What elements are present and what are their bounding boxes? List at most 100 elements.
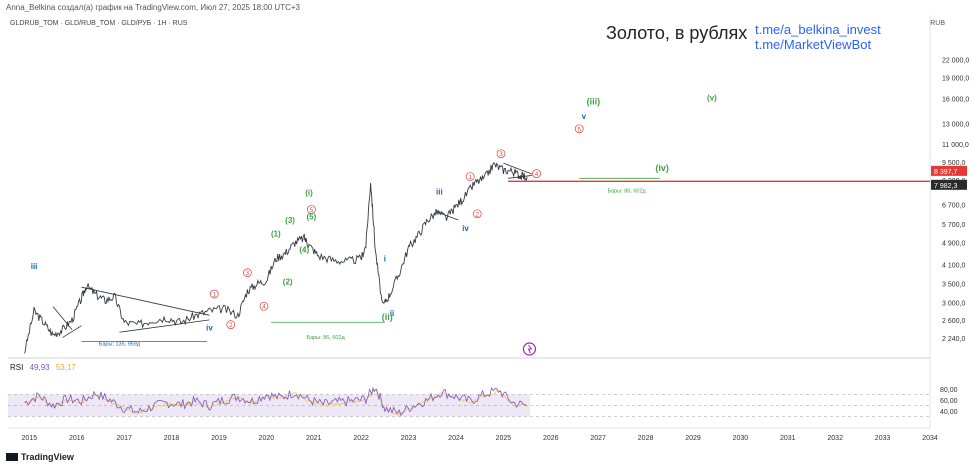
rsi-tick-label: 60,00 — [940, 398, 958, 405]
price-tick-label: 6 700,0 — [942, 202, 965, 209]
range-label: Бары: 86, 602д — [607, 188, 646, 194]
time-tick-label: 2029 — [685, 435, 701, 442]
price-tick-label: 3 000,0 — [942, 300, 965, 307]
time-tick-label: 2025 — [496, 435, 512, 442]
time-tick-label: 2018 — [164, 435, 180, 442]
wave-label-circle — [496, 149, 506, 159]
wave-label: 5 — [310, 208, 314, 214]
price-tick-label: 4 100,0 — [942, 262, 965, 269]
range-label: Бары: 86, 602д — [306, 335, 345, 341]
triangle-line — [119, 319, 210, 333]
wave-label-circle — [307, 205, 316, 214]
price-tick-label: 9 500,0 — [942, 160, 965, 167]
wave-label: 1 — [213, 293, 217, 299]
wave-label: 3 — [246, 271, 250, 277]
wave-label: (3) — [285, 216, 295, 225]
wave-label: (i) — [305, 189, 313, 198]
rsi-ma-line — [24, 388, 528, 416]
time-tick-label: 2022 — [353, 435, 369, 442]
time-tick-label: 2021 — [306, 435, 322, 442]
wave-label: (5) — [306, 213, 316, 222]
wave-label-circle — [259, 301, 269, 311]
wave-label: ii — [390, 309, 394, 318]
range-label: Бары: 135, 959д — [99, 341, 141, 347]
wave-label: (iv) — [655, 163, 669, 173]
tradingview-logo[interactable]: TradingView — [6, 452, 74, 462]
wave-label: 3 — [499, 152, 503, 158]
time-tick-label: 2024 — [448, 435, 464, 442]
price-badge-lower — [931, 179, 967, 190]
triangle-line — [52, 306, 73, 330]
time-tick-label: 2034 — [922, 435, 938, 442]
wave-label-circle — [574, 124, 584, 134]
price-tick-label: 19 000,0 — [942, 75, 969, 82]
time-tick-label: 2015 — [22, 435, 38, 442]
wave-label: (v) — [707, 94, 717, 103]
wave-label: 5 — [578, 127, 582, 133]
wave-label: 4 — [262, 305, 266, 311]
time-tick-label: 2033 — [875, 435, 891, 442]
wave-label: iii — [436, 187, 443, 196]
time-tick-label: 2019 — [211, 435, 227, 442]
time-tick-label: 2028 — [638, 435, 654, 442]
wave-label: 1 — [469, 175, 473, 181]
rsi-tick-label: 40,00 — [940, 409, 958, 416]
wave-label: iv — [462, 224, 469, 233]
time-tick-label: 2026 — [543, 435, 559, 442]
wave-label: i — [384, 254, 386, 263]
wedge-line — [436, 211, 459, 221]
time-tick-label: 2032 — [827, 435, 843, 442]
wave-label: (iii) — [587, 97, 601, 107]
currency-label: RUB — [930, 20, 945, 27]
wave-label: (ii) — [382, 312, 393, 322]
wave-label: iv — [206, 324, 213, 333]
price-badge-lower-text: 7 982,3 — [934, 183, 957, 190]
price-tick-label: 13 000,0 — [942, 122, 969, 129]
wave-label-circle — [465, 172, 475, 181]
rsi-legend[interactable]: RSI 49,93 53,17 — [10, 363, 76, 372]
wave-label-circle — [226, 320, 236, 330]
footer-label: TradingView — [21, 452, 74, 462]
price-badge-upper-text: 8 397,7 — [934, 169, 957, 176]
time-tick-label: 2027 — [590, 435, 606, 442]
wedge-line — [503, 162, 532, 175]
triangle-line — [81, 286, 210, 316]
time-tick-label: 2016 — [69, 435, 85, 442]
event-marker-bolt — [527, 344, 533, 354]
wave-label: 4 — [535, 172, 539, 178]
wave-label-circle — [243, 268, 252, 278]
price-tick-label: 4 900,0 — [942, 241, 965, 248]
time-tick-label: 2031 — [780, 435, 796, 442]
tv-logo-icon — [6, 453, 18, 461]
author-line: Anna_Belkina создал(а) график на Trading… — [6, 3, 300, 12]
triangle-line — [62, 325, 82, 338]
rsi-value: 49,93 — [29, 363, 50, 372]
wave-label: (2) — [283, 278, 293, 287]
price-tick-label: 2 600,0 — [942, 318, 965, 325]
price-tick-label: 11 000,0 — [942, 142, 969, 149]
time-tick-label: 2023 — [401, 435, 417, 442]
wave-label-circle — [472, 209, 482, 219]
price-tick-label: 5 700,0 — [942, 222, 965, 229]
price-tick-label: 2 240,0 — [942, 336, 965, 343]
price-badge-upper — [931, 165, 967, 176]
rsi-ma-value: 53,17 — [55, 363, 76, 372]
price-tick-label: 16 000,0 — [942, 96, 969, 103]
link-telegram-channel[interactable]: t.me/a_belkina_invest — [755, 22, 881, 37]
wave-label: (4) — [299, 245, 309, 254]
time-tick-label: 2017 — [116, 435, 132, 442]
rsi-line — [24, 386, 528, 417]
time-tick-label: 2030 — [733, 435, 749, 442]
wave-label: 2 — [476, 212, 480, 218]
link-telegram-bot[interactable]: t.me/MarketViewBot — [755, 37, 872, 52]
price-line — [24, 162, 528, 354]
rsi-tick-label: 80,00 — [940, 387, 958, 394]
time-tick-label: 2020 — [259, 435, 275, 442]
price-tick-label: 3 500,0 — [942, 282, 965, 289]
wave-label: v — [582, 112, 587, 121]
wave-label: 2 — [229, 323, 233, 329]
symbol-line[interactable]: GLDRUB_TOM · GLD/RUB_TOM · GLD/РУБ · 1Н … — [10, 20, 188, 27]
wave-label: iii — [31, 262, 38, 271]
wedge-line — [508, 175, 532, 179]
